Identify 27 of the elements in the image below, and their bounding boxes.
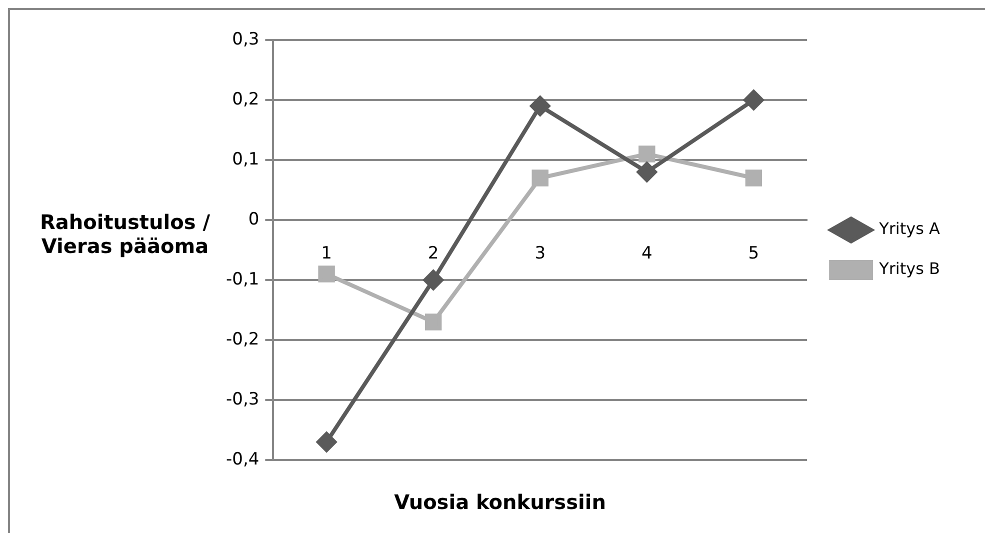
- point: [530, 96, 550, 116]
- point: [636, 162, 657, 182]
- point: [638, 146, 656, 162]
- point: [318, 266, 335, 282]
- y-tick-label: -0,2: [226, 329, 260, 350]
- point: [423, 270, 444, 290]
- legend-label: Yritys B: [878, 259, 940, 278]
- y-axis-title: Rahoitustulos / Vieras pääoma: [39, 210, 211, 258]
- x-axis-title: Vuosia konkurssiin: [393, 490, 607, 514]
- y-tick-label: 0,2: [232, 89, 260, 110]
- point: [316, 432, 337, 452]
- x-tick-label: 4: [641, 244, 652, 264]
- x-tick-label: 3: [534, 244, 546, 264]
- x-tick-label: 2: [428, 244, 439, 264]
- legend-label: Yritys A: [878, 219, 940, 238]
- x-tick-label: 5: [748, 244, 760, 264]
- y-tick-label: -0,1: [226, 269, 260, 290]
- y-tick-label: -0,4: [226, 449, 260, 470]
- y-tick-label: -0,3: [226, 389, 260, 410]
- x-tick-label: 1: [321, 244, 332, 264]
- point: [744, 90, 764, 110]
- point: [532, 170, 548, 186]
- point: [424, 314, 442, 330]
- y-tick-label: 0,3: [232, 29, 260, 50]
- y-tick-label: 0: [248, 209, 260, 230]
- point: [745, 170, 762, 186]
- y-tick-label: 0,1: [232, 149, 260, 170]
